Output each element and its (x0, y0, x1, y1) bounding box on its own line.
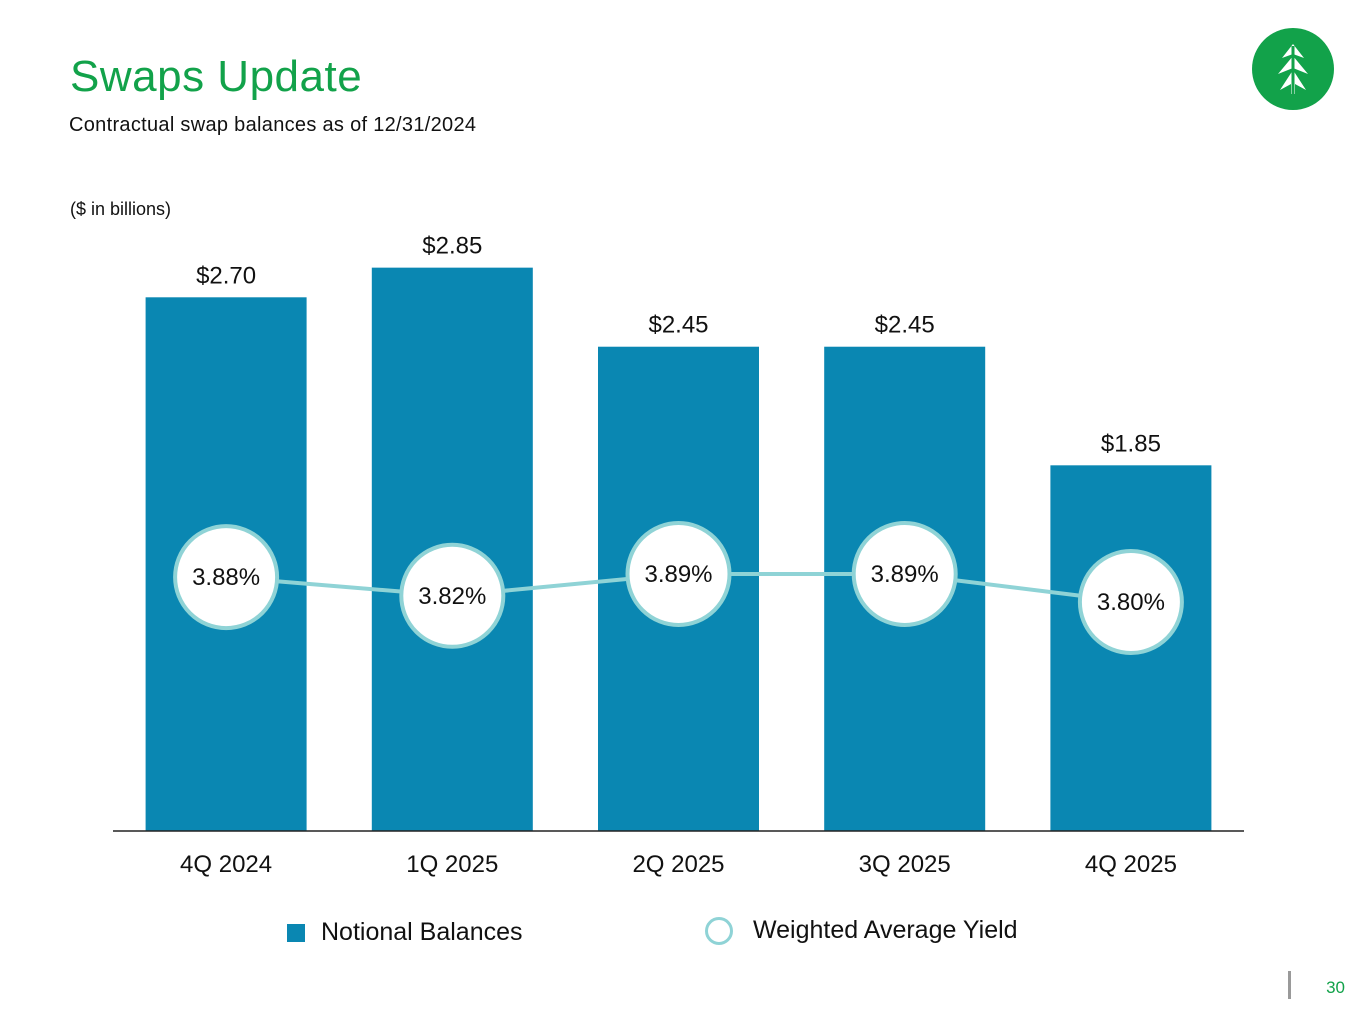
x-tick-label: 4Q 2025 (1085, 851, 1177, 878)
page-title: Swaps Update (70, 52, 363, 101)
bar-value-label: $2.45 (875, 312, 935, 339)
yield-point-marker (625, 521, 732, 627)
yield-point-marker (851, 521, 958, 627)
legend-notional: Notional Balances (287, 918, 523, 947)
x-tick-label: 3Q 2025 (859, 851, 951, 878)
bar-value-label: $2.45 (648, 312, 708, 339)
yield-point-marker (1077, 549, 1184, 655)
bar-value-label: $2.85 (422, 233, 482, 260)
unit-note: ($ in billions) (70, 199, 172, 219)
yield-value-label: 3.89% (871, 561, 939, 588)
yield-value-label: 3.80% (1097, 589, 1165, 616)
brand-tree-logo-icon (1252, 28, 1334, 110)
x-tick-label: 1Q 2025 (406, 851, 498, 878)
x-tick-label: 2Q 2025 (632, 851, 724, 878)
legend-yield: Weighted Average Yield (705, 916, 1018, 945)
yield-value-label: 3.88% (192, 564, 260, 591)
x-tick-label: 4Q 2024 (180, 851, 272, 878)
legend-circle-swatch (705, 916, 733, 945)
bar-value-label: $2.70 (196, 262, 256, 289)
legend-bar-swatch (287, 923, 305, 942)
yield-value-label: 3.82% (418, 583, 486, 610)
bar-value-label: $1.85 (1101, 430, 1161, 457)
legend-yield-label: Weighted Average Yield (753, 916, 1018, 944)
yield-point-marker (173, 524, 280, 631)
yield-value-label: 3.89% (644, 561, 712, 588)
page-number-divider (1288, 971, 1291, 999)
yield-point-marker (399, 542, 506, 649)
page-subtitle: Contractual swap balances as of 12/31/20… (69, 114, 477, 136)
legend-notional-label: Notional Balances (321, 918, 523, 946)
page-number: 30 (1326, 978, 1345, 997)
